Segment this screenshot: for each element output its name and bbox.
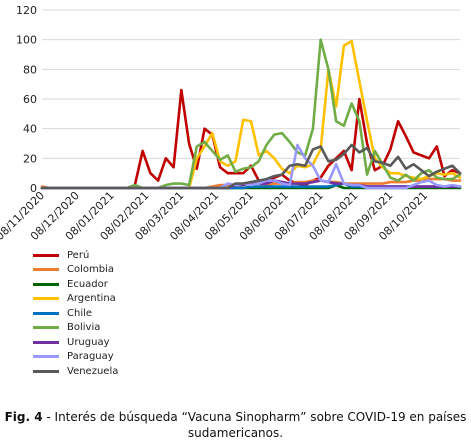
chart-svg: 0 20 40 60 80 100 120 08/11/202008/12/202008/0… [0,4,462,243]
legend-item: Argentina [33,292,118,307]
legend-swatch [33,369,59,373]
legend-label: Bolivia [67,322,101,334]
legend-label: Uruguay [67,336,110,348]
x-tick-layer: 08/11/202008/12/202008/01/202108/02/2021… [0,189,430,243]
legend-label: Ecuador [67,278,108,290]
legend-item: Chile [33,306,118,321]
y-tick-label: 100 [16,34,37,47]
series-layer [40,38,462,190]
legend-item: Venezuela [33,364,118,379]
legend-swatch [33,268,59,272]
legend-item: Ecuador [33,277,118,292]
y-tick-label: 80 [23,63,37,76]
legend-label: Argentina [67,293,116,305]
y-tick-label: 40 [23,123,37,136]
figure-caption: Fig. 4 - Interés de búsqueda “Vacuna Sin… [0,409,471,441]
legend-item: Bolivia [33,321,118,336]
series-line-bolivia [40,38,462,190]
legend-label: Venezuela [67,365,119,377]
legend-item: Perú [33,248,118,263]
legend-swatch [33,253,59,257]
caption-text: - Interés de búsqueda “Vacuna Sinopharm”… [42,410,467,440]
caption-label: Fig. 4 [4,410,43,424]
legend-item: Uruguay [33,335,118,350]
legend-label: Perú [67,249,90,261]
legend-label: Chile [67,307,93,319]
series-line-venezuela [40,143,462,190]
legend-item: Paraguay [33,350,118,365]
y-tick-label: 60 [23,93,37,106]
y-tick-label: 20 [23,152,37,165]
legend-swatch [33,340,59,344]
y-tick-label: 120 [16,4,37,17]
legend-label: Paraguay [67,351,114,363]
legend-swatch [33,326,59,330]
legend-label: Colombia [67,264,114,276]
legend-swatch [33,311,59,315]
legend-swatch [33,282,59,286]
legend: Perú Colombia Ecuador Argentina Chile Bolivia… [33,248,118,379]
legend-swatch [33,297,59,301]
grid-layer [42,9,460,189]
y-tick-label: 0 [30,182,37,195]
legend-swatch [33,355,59,359]
legend-item: Colombia [33,263,118,278]
y-tick-layer: 0 20 40 60 80 100 120 [16,4,37,195]
